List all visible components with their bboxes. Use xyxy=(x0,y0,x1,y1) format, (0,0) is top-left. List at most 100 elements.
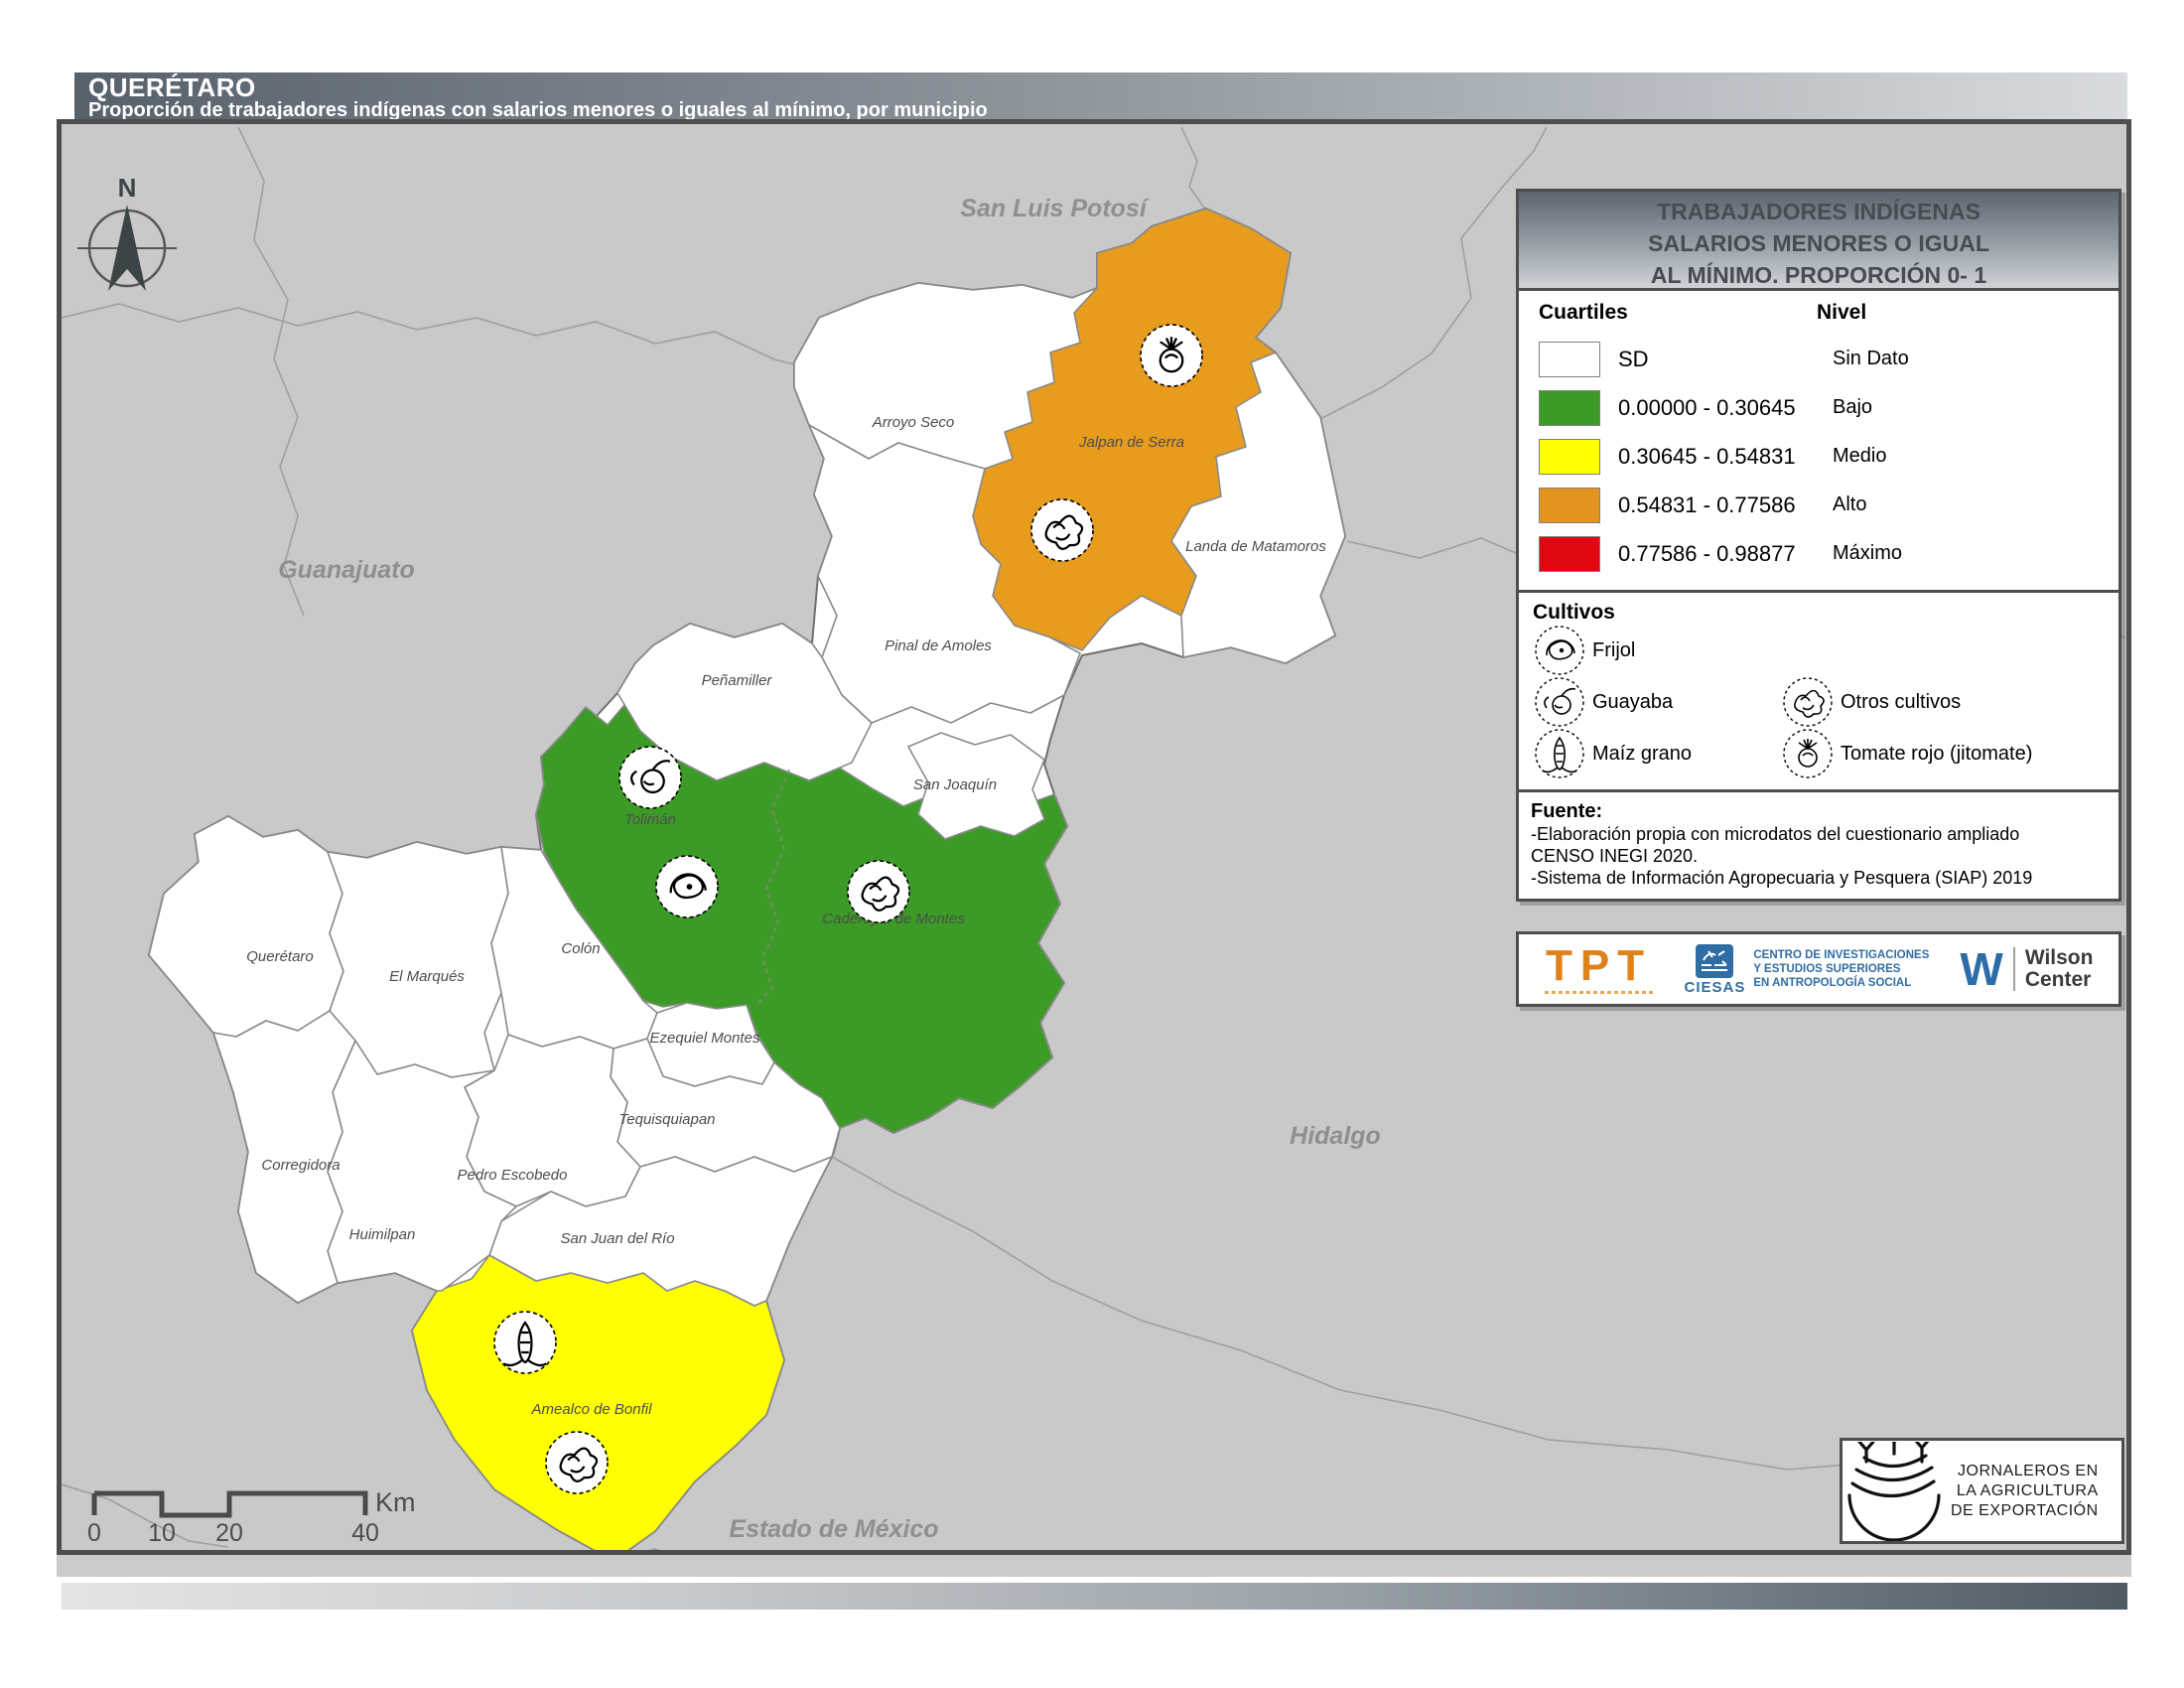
otros-cultivos-icon xyxy=(1783,677,1833,727)
legend-level-label: Sin Dato xyxy=(1833,348,1909,369)
frijol-icon xyxy=(655,855,719,918)
page-subtitle: Proporción de trabajadores indígenas con… xyxy=(88,99,988,121)
tpt-logo-text: TPT xyxy=(1545,941,1653,990)
legend-range-label: 0.30645 - 0.54831 xyxy=(1618,443,1796,469)
cultivo-item: Guayaba xyxy=(1533,676,1781,728)
municipality-san-juan-del-rio xyxy=(488,1156,833,1307)
municipality-label: Corregidora xyxy=(261,1157,340,1174)
legend-row: 0.00000 - 0.30645 Bajo xyxy=(1539,383,2118,432)
ciesas-logo: CIESAS CENTRO DE INVESTIGACIONES Y ESTUDI… xyxy=(1685,943,1930,996)
jornaleros-line2: LA AGRICULTURA xyxy=(1956,1481,2099,1499)
legend-level-label: Alto xyxy=(1833,493,1867,515)
legend-row: 0.54831 - 0.77586 Alto xyxy=(1539,481,2118,529)
legend-title: TRABAJADORES INDÍGENAS SALARIOS MENORES … xyxy=(1519,192,2118,291)
frijol-icon xyxy=(1535,626,1584,675)
legend-level-label: Bajo xyxy=(1833,396,1873,418)
ciesas-line: EN ANTROPOLOGÍA SOCIAL xyxy=(1753,977,1912,989)
legend-box: TRABAJADORES INDÍGENAS SALARIOS MENORES … xyxy=(1516,189,2121,902)
guayaba-icon xyxy=(1535,677,1584,727)
legend-range-label: 0.54831 - 0.77586 xyxy=(1618,492,1796,517)
wilson-line2: Center xyxy=(2024,968,2092,991)
neighbor-state-label: Guanajuato xyxy=(278,556,415,584)
svg-text:N: N xyxy=(118,173,137,203)
municipality-label: Colón xyxy=(561,940,600,957)
legend-row: 0.30645 - 0.54831 Medio xyxy=(1539,432,2118,481)
legend-color-swatch xyxy=(1539,535,1600,572)
legend-row: 0.77586 - 0.98877 Máximo xyxy=(1539,529,2118,578)
logos-box: TPT CIESAS CENTRO DE INVESTIGACIONES Y ES… xyxy=(1516,931,2121,1007)
scalebar-tick-label: 40 xyxy=(351,1519,379,1547)
legend-rows: SD Sin Dato 0.00000 - 0.30645 Bajo 0.30645 -… xyxy=(1519,331,2118,590)
fuente-line: CENSO INEGI 2020. xyxy=(1531,846,1699,866)
municipality-label: Jalpan de Serra xyxy=(1078,434,1184,451)
bottom-gray-strip xyxy=(57,1555,2131,1577)
tpt-logo: TPT xyxy=(1544,941,1654,994)
fuente-line: -Elaboración propia con microdatos del c… xyxy=(1531,824,2020,844)
cultivo-label: Frijol xyxy=(1592,638,1636,661)
ciesas-line: CENTRO DE INVESTIGACIONES xyxy=(1753,949,1930,961)
maiz-icon xyxy=(1535,729,1584,778)
title-bar: QUERÉTARO Proporción de trabajadores ind… xyxy=(74,72,2127,121)
jornaleros-line1: JORNALEROS EN xyxy=(1958,1462,2099,1479)
legend-level-label: Máximo xyxy=(1833,542,1903,564)
wilson-w-icon: W xyxy=(1960,943,2003,995)
cultivo-label: Tomate rojo (jitomate) xyxy=(1841,742,2033,765)
cultivo-item: Maíz grano xyxy=(1533,728,1781,779)
municipality-label: Peñamiller xyxy=(702,672,773,689)
legend-cuartiles-heading: Cuartiles xyxy=(1539,301,1628,324)
legend-color-swatch xyxy=(1539,341,1600,377)
jornaleros-line3: DE EXPORTACIÓN xyxy=(1951,1501,2099,1519)
legend-title-line3: AL MÍNIMO. PROPORCIÓN 0- 1 xyxy=(1650,262,1987,288)
maiz-icon xyxy=(493,1311,557,1374)
page-title: QUERÉTARO xyxy=(88,72,256,102)
map-crop-icons xyxy=(493,324,1203,1494)
fuente-section: Fuente: -Elaboración propia con microdat… xyxy=(1519,789,2118,899)
legend-row: SD Sin Dato xyxy=(1539,335,2118,383)
bottom-gradient-bar xyxy=(62,1583,2127,1610)
neighbor-state-label: Hidalgo xyxy=(1290,1122,1381,1150)
cultivo-item: Tomate rojo (jitomate) xyxy=(1781,728,2118,779)
otros-cultivos-icon xyxy=(1030,498,1094,562)
municipality-polygons xyxy=(148,208,1346,1550)
municipality-labels: Arroyo Seco Jalpan de Serra Landa de Matam… xyxy=(246,414,1326,1418)
municipality-label: Pedro Escobedo xyxy=(458,1167,568,1184)
cultivo-item: Otros cultivos xyxy=(1781,676,2118,728)
municipality-penamiller xyxy=(616,623,873,781)
tomate-icon xyxy=(1783,729,1833,778)
scalebar-unit-label: Km xyxy=(375,1487,416,1517)
municipality-pinal-de-amoles xyxy=(808,424,1081,724)
otros-cultivos-icon xyxy=(847,860,910,923)
cultivo-label: Maíz grano xyxy=(1592,742,1693,765)
fuente-heading: Fuente: xyxy=(1531,800,1603,822)
legend-level-label: Medio xyxy=(1833,445,1887,467)
municipality-label: El Marqués xyxy=(389,968,465,985)
wilson-line1: Wilson xyxy=(2024,946,2094,969)
legend-column-headers: Cuartiles Nivel xyxy=(1519,291,2118,331)
wilson-center-logo: W Wilson Center xyxy=(1960,946,2093,992)
ciesas-emblem-icon xyxy=(1696,943,1734,978)
fuente-line: -Sistema de Información Agropecuaria y P… xyxy=(1531,868,2033,888)
legend-color-swatch xyxy=(1539,389,1600,426)
scalebar-tick-label: 10 xyxy=(148,1519,176,1547)
legend-range-label: 0.00000 - 0.30645 xyxy=(1618,394,1796,420)
wilson-divider xyxy=(2012,947,2015,991)
municipality-landa-de-matamoros xyxy=(1170,352,1346,664)
tpt-logo-subtext-decoration xyxy=(1544,991,1654,994)
legend-color-swatch xyxy=(1539,438,1600,475)
legend-nivel-heading: Nivel xyxy=(1817,301,1867,324)
municipality-label: Landa de Matamoros xyxy=(1185,538,1326,555)
municipality-label: San Joaquín xyxy=(913,776,997,793)
municipality-label: Amealco de Bonfil xyxy=(531,1401,653,1418)
neighbor-state-label: San Luis Potosí xyxy=(960,195,1150,222)
neighbor-state-labels: San Luis Potosí Guanajuato Hidalgo Estado d… xyxy=(278,195,1381,1543)
legend-range-label: SD xyxy=(1618,346,1649,371)
cultivos-heading: Cultivos xyxy=(1533,601,1615,624)
toliman-cadereyta-boundary xyxy=(755,769,790,1006)
municipality-label: Querétaro xyxy=(246,948,314,965)
cultivo-label: Otros cultivos xyxy=(1841,690,1962,713)
scalebar-tick-label: 20 xyxy=(215,1519,243,1547)
legend-title-line1: TRABAJADORES INDÍGENAS xyxy=(1657,199,1980,224)
municipality-label: Arroyo Seco xyxy=(872,414,955,431)
tomate-icon xyxy=(1140,324,1203,387)
